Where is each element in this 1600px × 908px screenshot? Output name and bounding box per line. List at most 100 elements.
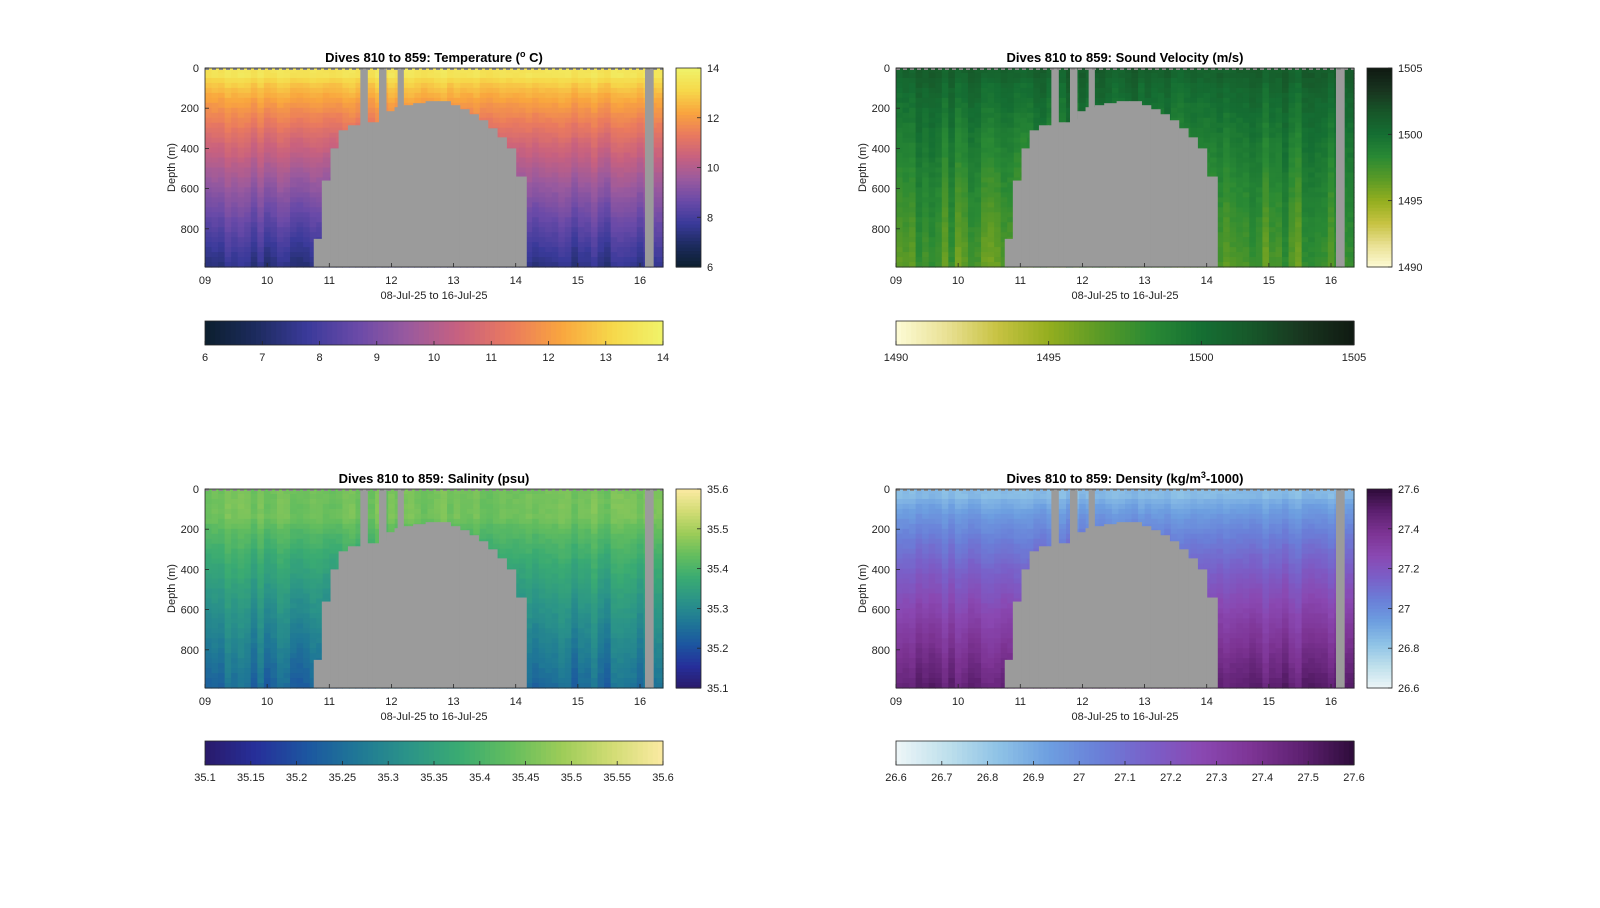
heatmap-cell (1020, 102, 1028, 109)
heatmap-cell (388, 92, 396, 99)
heatmap-cell (296, 207, 304, 213)
heatmap-cell (525, 127, 533, 134)
heatmap-cell (604, 68, 612, 74)
heatmap-cell (909, 147, 917, 154)
heatmap-cell (270, 72, 278, 79)
heatmap-cell (420, 92, 429, 99)
heatmap-cell (994, 137, 1002, 144)
heatmap-cell (1196, 87, 1205, 94)
heatmap-cell (1177, 87, 1185, 94)
colorbar-cell (266, 321, 272, 345)
heatmap-cell (1190, 87, 1198, 94)
heatmap-cell (276, 87, 285, 94)
heatmap-cell (564, 92, 572, 99)
heatmap-cell (532, 132, 540, 139)
heatmap-cell (224, 82, 232, 89)
heatmap-cell (270, 237, 278, 243)
heatmap-cell (218, 107, 226, 114)
heatmap-cell (1105, 87, 1113, 94)
heatmap-cell (276, 242, 285, 248)
heatmap-cell (909, 117, 917, 124)
heatmap-cell (1105, 72, 1113, 79)
heatmap-cell (994, 77, 1002, 84)
heatmap-cell (407, 87, 415, 94)
heatmap-cell (584, 237, 592, 243)
heatmap-cell (1059, 97, 1067, 104)
heatmap-cell (250, 157, 258, 164)
heatmap-cell (505, 92, 514, 99)
heatmap-cell (558, 162, 566, 169)
heatmap-cell (1000, 97, 1008, 104)
heatmap-cell (283, 187, 291, 193)
heatmap-cell (636, 72, 644, 79)
heatmap-cell (1000, 137, 1008, 144)
heatmap-cell (551, 172, 559, 179)
heatmap-cell (545, 112, 553, 119)
heatmap-cell (941, 82, 949, 89)
heatmap-cell (961, 152, 969, 159)
heatmap-cell (909, 227, 917, 233)
heatmap-cell (1013, 107, 1021, 114)
heatmap-cell (564, 102, 572, 109)
heatmap-cell (322, 157, 330, 164)
heatmap-cell (545, 257, 553, 263)
heatmap-cell (532, 192, 540, 198)
colorbar-cell (500, 321, 506, 345)
colorbar-cell (322, 321, 328, 345)
heatmap-cell (902, 68, 910, 74)
heatmap-cell (205, 192, 213, 198)
heatmap-cell (1210, 107, 1218, 114)
heatmap-cell (1066, 82, 1074, 89)
heatmap-cell (896, 262, 904, 268)
heatmap-cell (519, 162, 527, 169)
heatmap-cell (218, 102, 226, 109)
heatmap-cell (525, 117, 533, 124)
heatmap-cell (224, 172, 232, 179)
heatmap-cell (564, 182, 572, 188)
heatmap-cell (407, 97, 415, 104)
heatmap-cell (571, 132, 579, 139)
heatmap-cell (1007, 147, 1015, 154)
heatmap-cell (316, 117, 324, 124)
heatmap-cell (250, 242, 258, 248)
heatmap-cell (597, 242, 605, 248)
heatmap-cell (1183, 77, 1192, 84)
heatmap-cell (499, 112, 507, 119)
heatmap-cell (987, 262, 995, 268)
heatmap-cell (623, 82, 631, 89)
heatmap-cell (270, 212, 278, 218)
heatmap-cell (948, 207, 956, 213)
heatmap-cell (630, 72, 638, 79)
heatmap-cell (902, 117, 910, 124)
colorbar-cell (316, 321, 323, 345)
heatmap-cell (244, 77, 252, 84)
heatmap-cell (263, 212, 272, 218)
heatmap-cell (1203, 77, 1211, 84)
heatmap-cell (525, 132, 533, 139)
heatmap-cell (630, 172, 638, 179)
heatmap-cell (551, 112, 559, 119)
heatmap-cell (623, 137, 631, 144)
heatmap-cell (231, 77, 239, 84)
heatmap-cell (896, 102, 904, 109)
heatmap-cell (388, 77, 396, 84)
heatmap-cell (205, 167, 213, 174)
heatmap-cell (636, 192, 644, 198)
heatmap-cell (902, 102, 910, 109)
heatmap-cell (335, 92, 343, 99)
heatmap-cell (525, 112, 533, 119)
heatmap-cell (263, 257, 272, 263)
heatmap-cell (296, 132, 304, 139)
colorbar-cell (676, 253, 701, 258)
heatmap-cell (545, 172, 553, 179)
heatmap-cell (532, 117, 540, 124)
heatmap-cell (1046, 117, 1054, 124)
heatmap-cell (617, 177, 625, 184)
heatmap-cell (270, 77, 278, 84)
heatmap-cell (564, 162, 572, 169)
heatmap-cell (257, 68, 265, 74)
heatmap-cell (1203, 132, 1211, 139)
heatmap-cell (564, 222, 572, 228)
heatmap-cell (954, 117, 963, 124)
heatmap-cell (948, 68, 956, 74)
